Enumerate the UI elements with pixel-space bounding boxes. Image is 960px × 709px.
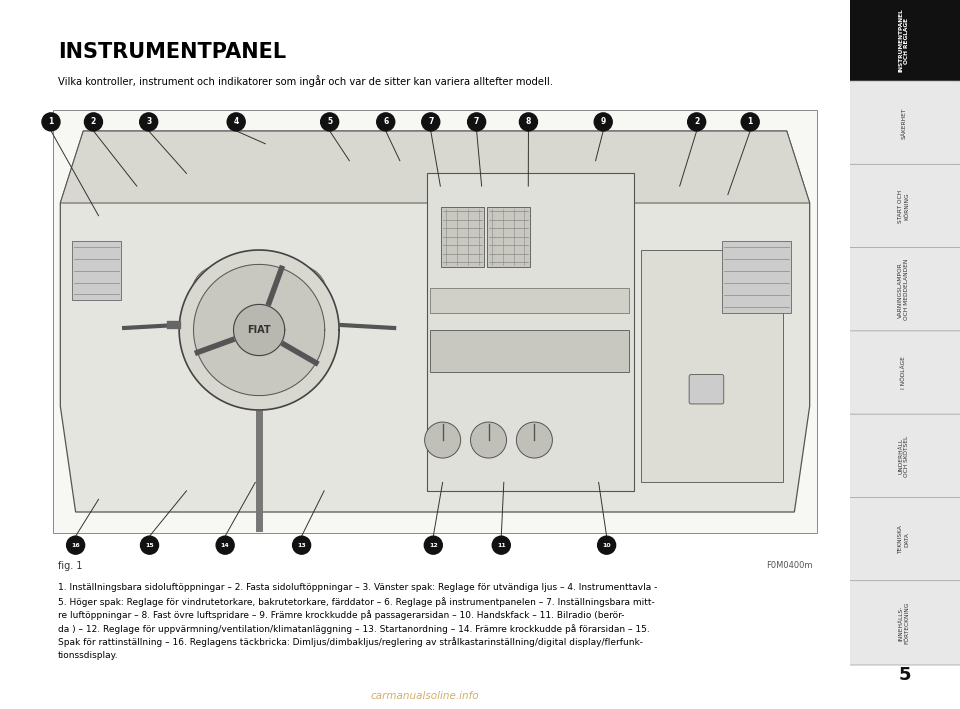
Text: 11: 11 [497, 542, 506, 547]
Circle shape [267, 265, 327, 325]
Text: 1: 1 [48, 118, 54, 126]
Text: I NÖDLÄGE: I NÖDLÄGE [901, 357, 906, 389]
FancyBboxPatch shape [635, 581, 960, 665]
Circle shape [470, 422, 507, 458]
Polygon shape [194, 264, 324, 396]
Bar [487, 207, 530, 267]
Text: START OCH
KÖRNING: START OCH KÖRNING [899, 190, 909, 223]
Circle shape [216, 536, 234, 554]
Circle shape [468, 113, 486, 131]
Text: 2: 2 [694, 118, 699, 126]
Text: carmanualsoline.info: carmanualsoline.info [371, 691, 479, 701]
Circle shape [84, 113, 103, 131]
Text: SÄKERHET: SÄKERHET [901, 108, 906, 139]
Text: 2: 2 [91, 118, 96, 126]
Text: 12: 12 [429, 542, 438, 547]
Circle shape [42, 113, 60, 131]
Circle shape [140, 113, 157, 131]
Circle shape [516, 422, 552, 458]
Polygon shape [180, 250, 339, 410]
FancyBboxPatch shape [635, 81, 960, 165]
Circle shape [519, 113, 538, 131]
FancyBboxPatch shape [635, 164, 960, 249]
Circle shape [66, 536, 84, 554]
Text: TEKNISKA
DATA: TEKNISKA DATA [899, 525, 909, 554]
Text: 14: 14 [221, 542, 229, 547]
FancyBboxPatch shape [635, 414, 960, 498]
Circle shape [424, 422, 461, 458]
Text: 13: 13 [298, 542, 306, 547]
Polygon shape [60, 131, 809, 203]
Bar [430, 330, 629, 372]
Text: VARNINGSLAMPOR
OCH MEDDELANDEN: VARNINGSLAMPOR OCH MEDDELANDEN [899, 259, 909, 320]
FancyBboxPatch shape [635, 331, 960, 415]
Text: da ) – 12. Reglage för uppvärmning/ventilation/klimatanläggning – 13. Startanord: da ) – 12. Reglage för uppvärmning/venti… [58, 624, 650, 634]
Text: INNEHÅLLS-
FÖRTECKNING: INNEHÅLLS- FÖRTECKNING [899, 602, 909, 644]
Circle shape [594, 113, 612, 131]
Bar [722, 241, 790, 313]
Polygon shape [233, 304, 285, 356]
Circle shape [424, 536, 443, 554]
Text: 16: 16 [71, 542, 80, 547]
Text: 5: 5 [327, 118, 332, 126]
Bar [430, 288, 629, 313]
Text: INSTRUMENTPANEL: INSTRUMENTPANEL [58, 42, 286, 62]
Circle shape [293, 536, 311, 554]
Text: 5. Höger spak: Reglage för vindrutetorkare, bakrutetorkare, färddator – 6. Regla: 5. Höger spak: Reglage för vindrutetorka… [58, 597, 655, 606]
FancyBboxPatch shape [635, 0, 960, 82]
Text: 3: 3 [146, 118, 152, 126]
Text: INSTRUMENTPANEL
OCH REGLAGE: INSTRUMENTPANEL OCH REGLAGE [899, 9, 909, 72]
Circle shape [598, 536, 615, 554]
Circle shape [191, 265, 252, 325]
Text: 4: 4 [233, 118, 239, 126]
Text: Spak för rattinställning – 16. Reglagens täckbricka: Dimljus/dimbakljus/reglerin: Spak för rattinställning – 16. Reglagens… [58, 637, 643, 647]
Text: FIAT: FIAT [248, 325, 271, 335]
Bar [641, 250, 783, 482]
Text: 9: 9 [601, 118, 606, 126]
Text: 6: 6 [383, 118, 389, 126]
FancyBboxPatch shape [689, 374, 724, 404]
Circle shape [321, 113, 339, 131]
Text: 1: 1 [748, 118, 753, 126]
Text: F0M0400m: F0M0400m [766, 561, 812, 570]
Text: 7: 7 [428, 118, 433, 126]
Bar [441, 207, 484, 267]
Text: Vilka kontroller, instrument och indikatorer som ingår och var de sitter kan var: Vilka kontroller, instrument och indikat… [58, 75, 553, 87]
Text: 10: 10 [602, 542, 611, 547]
Text: 7: 7 [474, 118, 479, 126]
Text: 5: 5 [899, 666, 911, 684]
Text: UNDERHÅLL
OCH SKÖTSEL: UNDERHÅLL OCH SKÖTSEL [899, 435, 909, 477]
Text: tionssdisplay.: tionssdisplay. [58, 651, 119, 659]
Bar [53, 110, 817, 533]
Text: re luftöppningar – 8. Fast övre luftspridare – 9. Främre krockkudde på passagera: re luftöppningar – 8. Fast övre luftspri… [58, 610, 625, 620]
Text: fig. 1: fig. 1 [58, 561, 83, 571]
Text: 1. Inställningsbara sidoluftöppningar – 2. Fasta sidoluftöppningar – 3. Vänster : 1. Inställningsbara sidoluftöppningar – … [58, 584, 658, 592]
Circle shape [687, 113, 706, 131]
Circle shape [421, 113, 440, 131]
FancyBboxPatch shape [635, 247, 960, 332]
Text: 8: 8 [526, 118, 531, 126]
Text: 15: 15 [145, 542, 154, 547]
Circle shape [140, 536, 158, 554]
Bar [427, 174, 634, 491]
Circle shape [376, 113, 395, 131]
Circle shape [741, 113, 759, 131]
Circle shape [228, 113, 245, 131]
Polygon shape [60, 131, 809, 512]
Circle shape [492, 536, 511, 554]
Bar [72, 241, 122, 301]
FancyBboxPatch shape [635, 498, 960, 581]
